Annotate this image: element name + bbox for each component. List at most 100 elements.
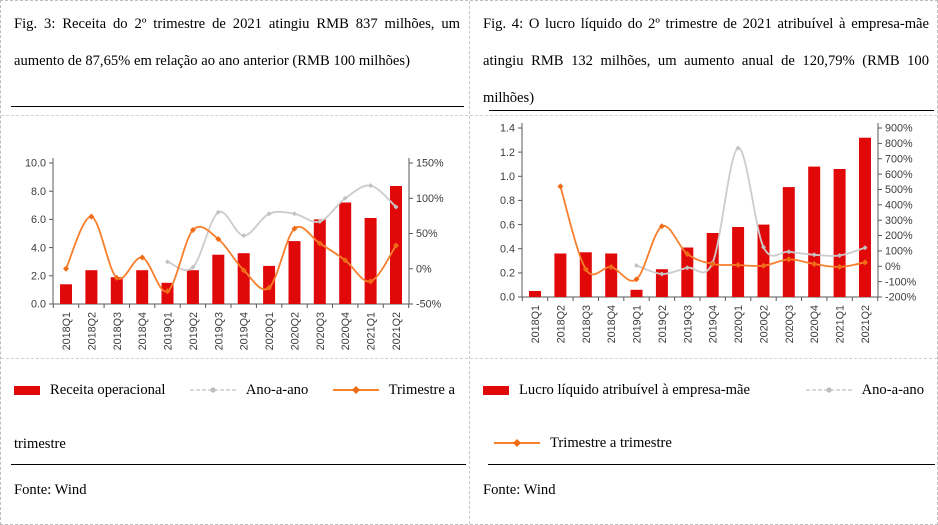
bar [732, 227, 745, 297]
data-point-marker [316, 240, 323, 247]
legend-label: Ano-a-ano [861, 381, 924, 398]
right-axis-tick-label: 0% [885, 261, 901, 273]
right-axis-tick-label: 100% [416, 193, 444, 205]
data-point-marker [862, 245, 868, 251]
x-axis-tick-label: 2020Q2 [759, 305, 771, 343]
data-point-marker [608, 264, 615, 270]
x-axis-tick-label: 2019Q2 [188, 312, 200, 350]
left-axis-tick-label: 8.0 [31, 186, 46, 198]
data-point-marker [139, 254, 146, 261]
line-series [634, 145, 868, 277]
legend-label: Lucro líquido atribuível à empresa-mãe [519, 381, 750, 398]
x-axis-tick-label: 2018Q3 [112, 312, 124, 350]
fig4-panel: Fig. 4: O lucro líquido do 2º trimestre … [470, 1, 937, 524]
bar [808, 166, 821, 297]
x-axis-tick-label: 2019Q2 [657, 305, 669, 343]
fig4-title-rule [489, 110, 934, 111]
bar [605, 253, 618, 297]
net-profit-chart: 1.4 1.2 1.0 0.8 0.6 0.4 0.2 0.0 900% 800% 700% 600%… [500, 123, 917, 344]
right-axis-tick-label: 50% [416, 228, 438, 240]
right-axis-tick-label: -200% [885, 292, 917, 304]
data-point-marker [658, 223, 665, 230]
data-point-marker [113, 274, 120, 281]
fig3-title: Fig. 3: Receita do 2º trimestre de 2021 … [14, 16, 460, 69]
x-axis-tick-label: 2018Q2 [86, 312, 98, 350]
data-point-marker [760, 262, 767, 269]
bar [655, 269, 668, 297]
x-axis-tick-label: 2021Q1 [366, 312, 378, 350]
x-axis-tick-label: 2019Q1 [163, 312, 175, 350]
data-point-marker [634, 263, 639, 268]
data-point-marker [88, 213, 95, 220]
right-axis-tick-label: -50% [416, 299, 442, 311]
right-axis-tick-label: 900% [885, 123, 913, 135]
x-axis-tick-label: 2020Q1 [733, 305, 745, 343]
left-axis-tick-label: 0.8 [500, 195, 515, 207]
legend-item: Trimestre a trimestre [494, 435, 672, 452]
data-point-marker [165, 259, 170, 265]
bar [859, 137, 871, 297]
data-point-marker [190, 264, 196, 270]
x-axis-tick-label: 2018Q2 [555, 305, 567, 343]
bar [782, 187, 795, 297]
legend-line-icon [494, 439, 540, 448]
fig3-legend-row2: trimestre [14, 417, 455, 471]
fig4-legend-row2: Trimestre a trimestre [483, 417, 924, 471]
legend-item: Ano-a-ano [189, 381, 309, 399]
data-point-marker [393, 204, 399, 210]
legend-bar-swatch [14, 385, 40, 395]
legend-label: Ano-a-ano [245, 381, 309, 398]
x-axis-tick-label: 2020Q3 [315, 312, 327, 350]
data-point-marker [189, 227, 196, 233]
bar [85, 270, 98, 304]
left-axis-tick-label: 0.2 [500, 268, 515, 280]
fig3-panel: Fig. 3: Receita do 2º trimestre de 2021 … [1, 1, 470, 524]
legend-label-wrapped: trimestre [14, 435, 66, 452]
x-axis-tick-label: 2018Q3 [581, 305, 593, 343]
fig4-source-rule [488, 464, 935, 465]
data-point-marker [862, 259, 868, 266]
x-axis-tick-label: 2019Q1 [632, 305, 644, 343]
left-axis-tick-label: 0.0 [500, 292, 515, 304]
data-point-marker [215, 236, 222, 243]
legend-label: Trimestre a [388, 381, 455, 398]
data-point-marker [709, 261, 716, 267]
x-axis-tick-label: 2021Q2 [860, 305, 872, 343]
right-axis-tick-label: 400% [885, 200, 913, 212]
right-axis-tick-label: 200% [885, 230, 913, 242]
data-point-marker [659, 271, 665, 277]
legend-item: Lucro líquido atribuível à empresa-mãe [483, 382, 750, 399]
x-axis-tick-label: 2021Q1 [835, 305, 847, 343]
right-axis-tick-label: 600% [885, 169, 913, 181]
x-axis-tick-label: 2018Q1 [61, 312, 73, 350]
data-point-marker [684, 251, 691, 257]
x-axis-tick-label: 2020Q3 [784, 305, 796, 343]
data-point-marker [241, 233, 247, 239]
data-point-marker [292, 211, 297, 217]
data-point-marker [811, 252, 817, 258]
data-point-marker [735, 262, 742, 268]
data-point-marker [215, 209, 221, 215]
right-axis-tick-label: 800% [885, 138, 913, 150]
left-axis-tick-label: 0.0 [31, 299, 46, 311]
x-axis-tick-label: 2019Q4 [239, 312, 251, 350]
x-axis-tick-label: 2019Q3 [213, 312, 225, 350]
fig3-source: Fonte: Wind [14, 482, 87, 498]
bar [136, 270, 149, 304]
bar [833, 169, 846, 297]
data-point-marker [317, 219, 323, 224]
data-point-marker [836, 264, 843, 270]
data-point-marker [761, 244, 766, 250]
x-axis-tick-label: 2018Q4 [137, 312, 149, 350]
bar [186, 270, 199, 304]
left-axis-tick-label: 10.0 [25, 158, 46, 170]
legend-line-icon [332, 386, 379, 394]
bar [554, 253, 567, 297]
right-axis-tick-label: 700% [885, 153, 913, 165]
left-axis-tick-label: 1.2 [500, 147, 515, 159]
bar [110, 277, 123, 304]
line-series [63, 213, 399, 295]
left-axis-tick-label: 1.4 [500, 123, 515, 135]
x-axis-tick-label: 2019Q4 [708, 305, 720, 343]
